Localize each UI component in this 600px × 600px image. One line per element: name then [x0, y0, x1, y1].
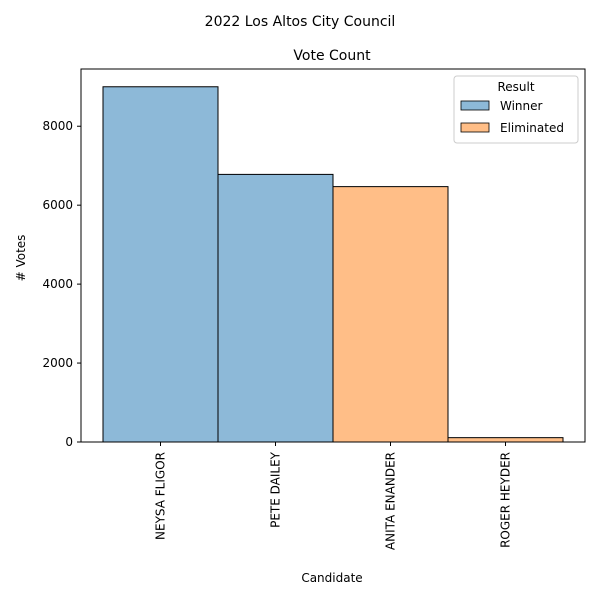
legend-title: Result	[497, 80, 534, 94]
x-tick-label: PETE DAILEY	[269, 451, 283, 528]
y-tick-label: 0	[65, 435, 73, 449]
x-tick-label: ROGER HEYDER	[499, 452, 513, 548]
x-ticks-group: NEYSA FLIGOR PETE DAILEY ANITA ENANDER ROGE…	[154, 442, 513, 550]
y-tick-label: 6000	[42, 198, 73, 212]
legend-swatch-eliminated	[460, 122, 490, 133]
y-ticks-group: 0 2000 4000 6000 8000	[42, 119, 81, 449]
legend-label-winner: Winner	[500, 99, 543, 113]
bar-anita-enander	[332, 186, 449, 443]
bars-group	[102, 86, 564, 443]
bar-roger-heyder	[447, 437, 564, 443]
figure-suptitle: 2022 Los Altos City Council	[205, 14, 396, 30]
bar-neysa-fligor	[102, 86, 219, 443]
legend-swatch-winner	[460, 100, 490, 111]
y-tick-label: 8000	[42, 119, 73, 133]
bar-pete-dailey	[217, 173, 334, 443]
chart-title: Vote Count	[293, 48, 371, 64]
y-tick-label: 4000	[42, 277, 73, 291]
legend-label-eliminated: Eliminated	[500, 121, 564, 135]
legend: Result Winner Eliminated	[453, 75, 579, 144]
x-axis-label: Candidate	[301, 571, 362, 585]
plot-frame	[80, 68, 586, 443]
y-axis-label: # Votes	[14, 235, 28, 282]
y-tick-label: 2000	[42, 356, 73, 370]
x-tick-label: NEYSA FLIGOR	[154, 452, 168, 540]
x-tick-label: ANITA ENANDER	[384, 452, 398, 550]
